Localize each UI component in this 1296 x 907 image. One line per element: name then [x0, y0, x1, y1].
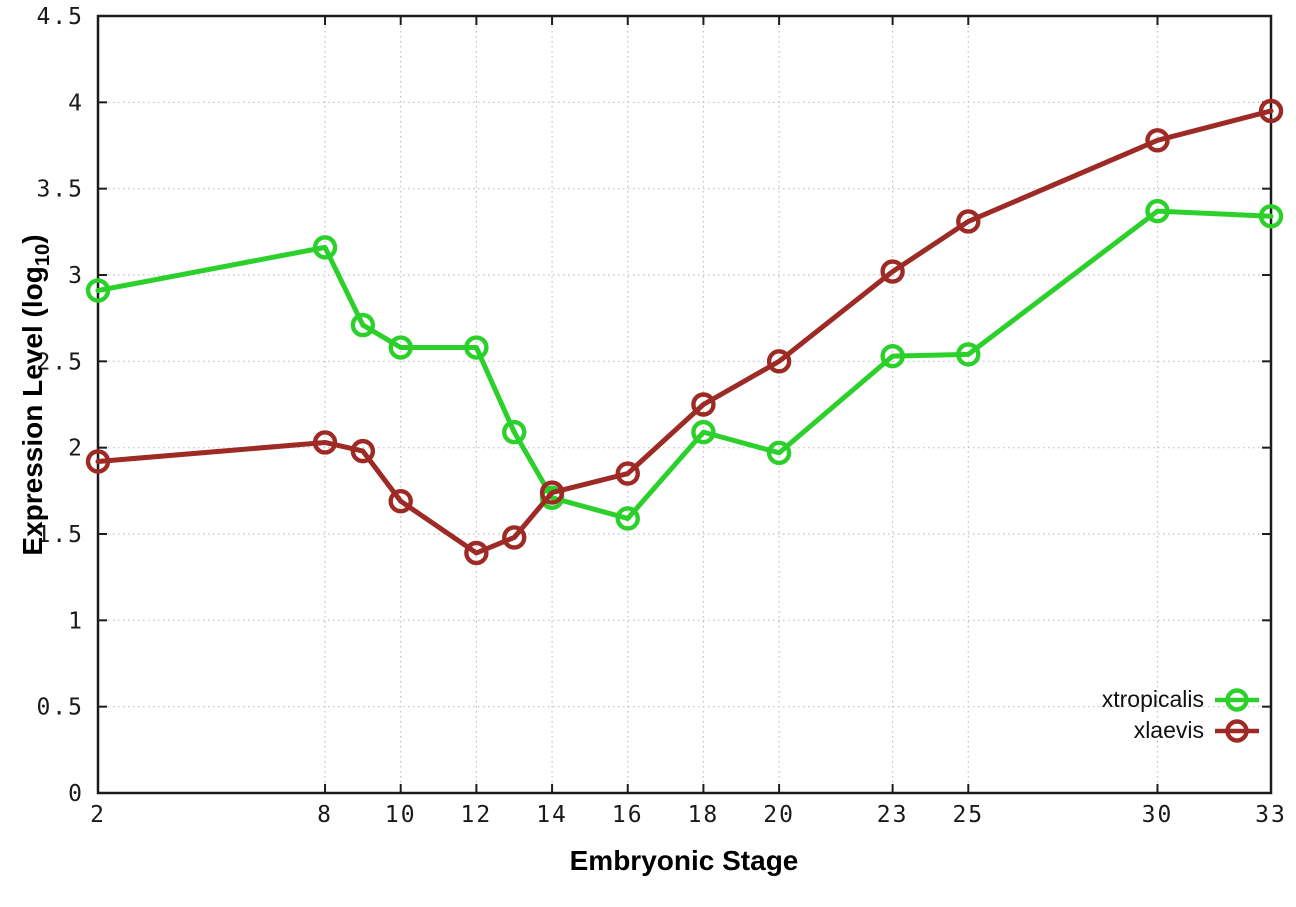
- y-tick-label: 1: [68, 608, 84, 634]
- y-axis-title-subscript: 10: [31, 243, 54, 267]
- y-tick-label: 3.5: [36, 177, 84, 203]
- y-tick-label: 4.5: [36, 4, 84, 30]
- data-point-xtropicalis: [85, 278, 111, 303]
- y-tick-label: 4: [68, 90, 84, 116]
- legend: xtropicalis xlaevis: [1102, 684, 1260, 746]
- data-point-xlaevis: [956, 209, 981, 234]
- x-tick-label: 20: [763, 802, 795, 828]
- x-tick-label: 16: [612, 802, 644, 828]
- data-point-xtropicalis: [691, 419, 716, 445]
- y-tick-label: 0: [68, 781, 84, 807]
- data-point-xlaevis: [388, 488, 413, 514]
- y-axis-title-suffix: ): [17, 234, 49, 244]
- data-point-xlaevis: [1258, 98, 1284, 124]
- data-point-xtropicalis: [615, 506, 640, 531]
- data-point-xlaevis: [502, 525, 527, 550]
- series-line-xlaevis: [95, 108, 1274, 556]
- legend-label-xlaevis: xlaevis: [1133, 717, 1204, 743]
- x-tick-label: 33: [1255, 802, 1287, 828]
- y-axis-title: Expression Level (log10): [17, 234, 55, 555]
- data-point-xlaevis: [1145, 128, 1170, 153]
- x-tick-label: 25: [952, 802, 984, 828]
- y-tick-label: 1.5: [36, 522, 84, 548]
- y-axis-title-text: Expression Level (log: [17, 266, 49, 556]
- x-tick-label: 2: [90, 802, 106, 828]
- data-point-xlaevis: [691, 392, 716, 417]
- data-point-xlaevis: [464, 540, 489, 566]
- data-point-xtropicalis: [766, 440, 792, 466]
- y-tick-label: 2: [68, 436, 84, 462]
- data-point-xtropicalis: [350, 312, 376, 338]
- x-axis-title: Embryonic Stage: [569, 845, 799, 876]
- x-tick-label: 18: [688, 802, 720, 828]
- data-point-xtropicalis: [956, 342, 981, 367]
- legend-entry-xlaevis: xlaevis: [1134, 715, 1260, 746]
- data-point-xtropicalis: [312, 235, 338, 260]
- x-tick-label: 30: [1142, 802, 1174, 828]
- series-line-xtropicalis: [95, 208, 1274, 521]
- legend-label-xtropicalis: xtropicalis: [1101, 686, 1204, 712]
- data-point-xlaevis: [350, 438, 376, 464]
- data-point-xtropicalis: [880, 343, 905, 369]
- data-point-xlaevis: [85, 449, 111, 474]
- data-point-xtropicalis: [464, 335, 489, 360]
- x-tick-label: 8: [317, 802, 333, 828]
- x-tick-label: 10: [385, 802, 417, 828]
- data-point-xlaevis: [312, 430, 338, 455]
- data-point-xtropicalis: [388, 335, 413, 360]
- legend-marker-xlaevis-icon: [1215, 718, 1259, 743]
- data-point-xtropicalis: [1258, 204, 1284, 229]
- data-point-xlaevis: [539, 480, 565, 505]
- data-point-xtropicalis: [502, 419, 527, 445]
- data-point-xtropicalis: [1145, 198, 1170, 224]
- x-tick-label: 12: [461, 802, 493, 828]
- x-tick-label: 23: [877, 802, 909, 828]
- plot-border: [96, 14, 1273, 795]
- y-tick-label: 3: [68, 263, 84, 289]
- x-tick-label: 14: [536, 802, 568, 828]
- legend-entry-xtropicalis: xtropicalis: [1102, 684, 1260, 715]
- legend-marker-xtropicalis-icon: [1215, 687, 1259, 712]
- data-point-xlaevis: [766, 349, 792, 374]
- y-tick-label: 2.5: [36, 349, 84, 375]
- data-point-xlaevis: [615, 461, 640, 486]
- data-point-xlaevis: [880, 259, 905, 284]
- y-tick-label: 0.5: [36, 695, 84, 721]
